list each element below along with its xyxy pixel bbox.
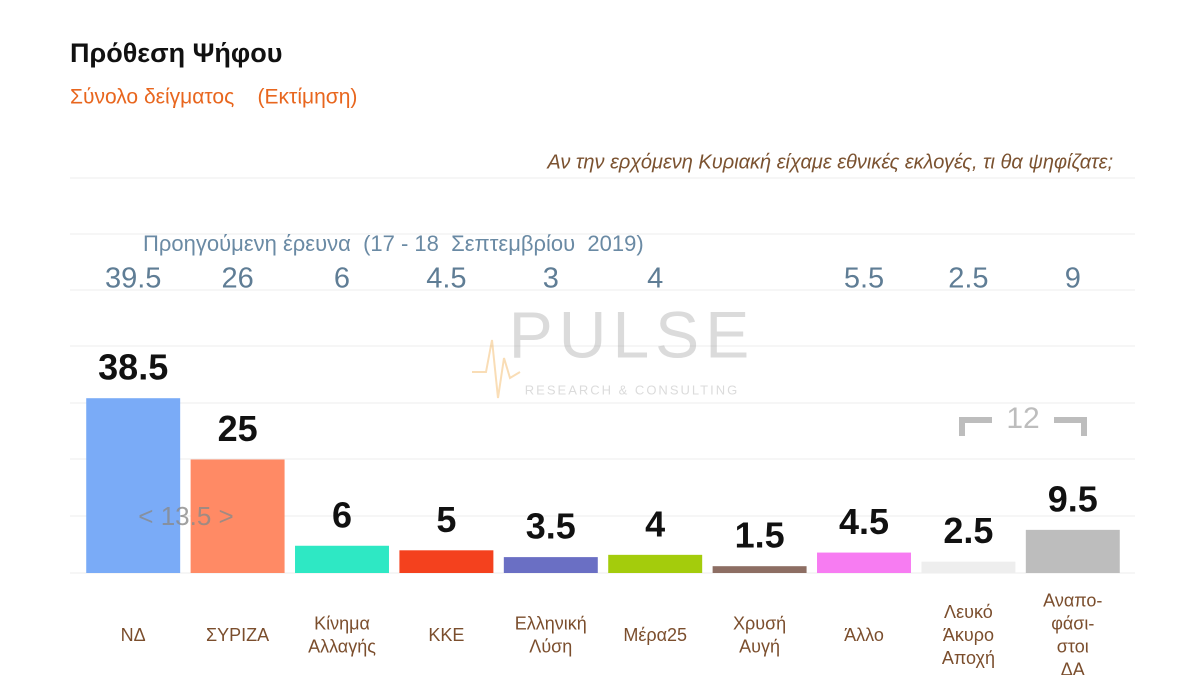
x-tick-label: ΣΥΡΙΖΑ <box>206 625 269 645</box>
value-label: 3.5 <box>526 506 576 547</box>
previous-value: 6 <box>334 263 350 295</box>
x-tick-label: Κίνημα Αλλαγής <box>308 613 376 656</box>
value-label: 2.5 <box>943 510 993 551</box>
bar <box>86 398 181 573</box>
bar <box>399 550 494 573</box>
x-tick-label: Μέρα25 <box>623 625 687 645</box>
bar <box>608 554 703 573</box>
watermark: PULSE RESEARCH & CONSULTING <box>472 297 755 399</box>
x-tick-label: Ελληνική Λύση <box>515 613 587 656</box>
previous-value: 2.5 <box>948 263 988 295</box>
x-tick-label: Άλλο <box>844 625 884 645</box>
question: Αν την ερχόμενη Κυριακή είχαμε εθνικές ε… <box>546 151 1113 173</box>
chart-title: Πρόθεση Ψήφου <box>70 38 282 68</box>
previous-value: 39.5 <box>105 263 161 295</box>
chart-subtitle: Σύνολο δείγματος (Εκτίμηση) <box>70 86 357 109</box>
previous-label: Προηγούμενη έρευνα (17 - 18 Σεπτεμβρίου … <box>143 231 644 256</box>
bar <box>1025 529 1120 573</box>
x-tick-label: Χρυσή Αυγή <box>733 613 786 656</box>
bracket <box>959 417 1087 436</box>
bar <box>712 566 807 573</box>
value-label: 5 <box>436 499 456 540</box>
previous-value: 5.5 <box>844 263 884 295</box>
value-label: 6 <box>332 494 352 535</box>
previous-value: 9 <box>1065 263 1081 295</box>
watermark-tagline: RESEARCH & CONSULTING <box>525 382 739 397</box>
value-label: 38.5 <box>98 347 168 388</box>
bar <box>921 561 1016 573</box>
previous-value: 3 <box>543 263 559 295</box>
x-tick-label: ΚΚΕ <box>428 625 464 645</box>
bar <box>190 459 285 573</box>
value-label: 9.5 <box>1048 478 1098 519</box>
bar <box>817 552 911 573</box>
previous-value: 4.5 <box>426 263 466 295</box>
value-label: 25 <box>218 408 258 449</box>
bar <box>295 545 389 573</box>
previous-value: 26 <box>221 263 253 295</box>
x-tick-label: Λευκό Άκυρο Αποχή <box>942 602 995 668</box>
annotation: < 13.5 > <box>138 501 233 531</box>
x-tick-label: ΝΔ <box>121 625 146 645</box>
value-label: 1.5 <box>735 515 785 556</box>
x-tick-label: Αναπο-φάσι-στοι ΔΑ <box>1043 590 1102 675</box>
value-label: 4 <box>645 503 665 544</box>
bar <box>503 557 598 573</box>
watermark-icon <box>472 339 521 399</box>
annotation: 12 <box>1006 402 1039 435</box>
value-label: 4.5 <box>839 501 889 542</box>
previous-value: 4 <box>647 263 663 295</box>
watermark-name: PULSE <box>509 297 755 371</box>
